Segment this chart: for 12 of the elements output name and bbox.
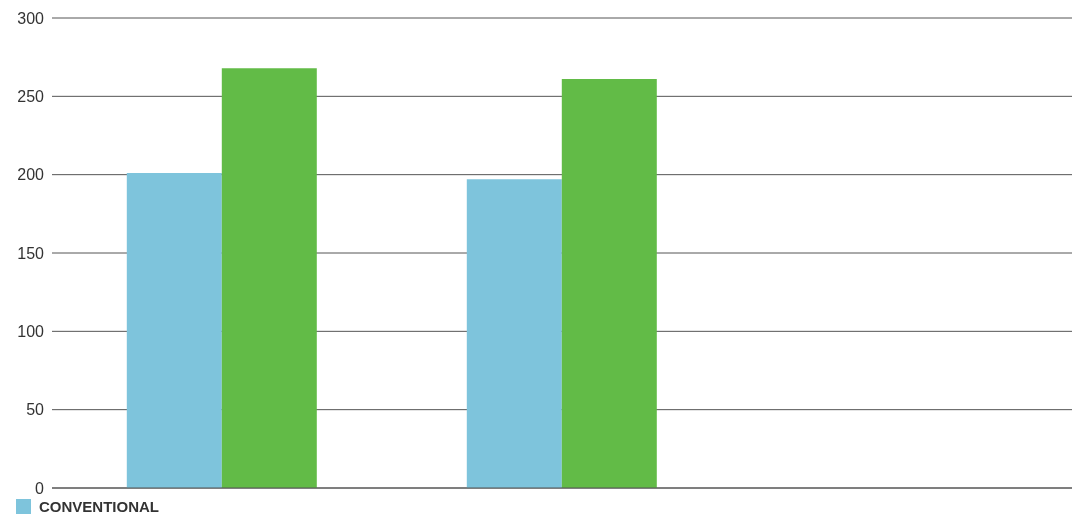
bar <box>221 68 317 488</box>
bar <box>126 173 222 488</box>
bar <box>561 79 657 488</box>
legend-label: CONVENTIONAL <box>39 498 159 515</box>
y-tick-label: 100 <box>17 323 45 341</box>
bar <box>466 179 562 488</box>
y-tick-label: 0 <box>35 479 45 497</box>
y-tick-label: 50 <box>26 401 45 419</box>
y-tick-label: 250 <box>17 88 45 106</box>
y-tick-label: 200 <box>17 166 45 184</box>
y-tick-label: 300 <box>17 9 45 27</box>
y-tick-label: 150 <box>17 244 45 262</box>
